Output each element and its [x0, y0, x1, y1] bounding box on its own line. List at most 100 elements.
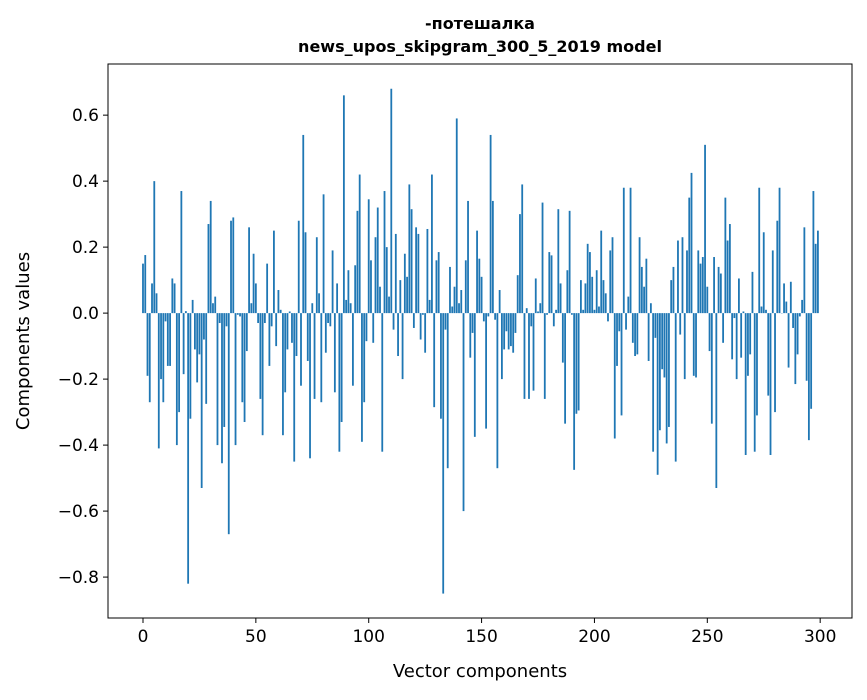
bar [564, 313, 566, 424]
bar [375, 237, 377, 313]
bar [596, 270, 598, 313]
bar [174, 283, 176, 313]
bar [282, 313, 284, 435]
bar [343, 95, 345, 313]
bar [752, 272, 754, 313]
bar [478, 259, 480, 313]
bar [589, 252, 591, 313]
y-tick-label: −0.4 [58, 436, 99, 456]
bar [542, 203, 544, 314]
bar [451, 307, 453, 314]
bar [763, 232, 765, 313]
bar [289, 311, 291, 313]
bar [618, 313, 620, 331]
bar [666, 313, 668, 443]
bar [327, 313, 329, 323]
bar [697, 250, 699, 313]
bar [427, 229, 429, 313]
bar [332, 250, 334, 313]
bar [379, 287, 381, 313]
bar [799, 313, 801, 316]
bar [571, 313, 573, 315]
bar [474, 313, 476, 437]
bar [609, 250, 611, 313]
y-tick-label: 0.2 [72, 238, 99, 258]
bar [526, 308, 528, 313]
bar [812, 191, 814, 313]
bar [429, 300, 431, 313]
bar [494, 313, 496, 320]
bar [449, 267, 451, 313]
bar [808, 313, 810, 440]
bar [298, 221, 300, 313]
bar [390, 89, 392, 313]
bar [456, 118, 458, 313]
bar [411, 209, 413, 313]
bar [788, 313, 790, 367]
bar [587, 244, 589, 313]
bar [695, 313, 697, 377]
bar [673, 267, 675, 313]
bar [537, 311, 539, 313]
bar [445, 313, 447, 329]
bar [657, 313, 659, 475]
bar [413, 313, 415, 328]
bar [774, 313, 776, 412]
bar [185, 311, 187, 313]
bar [794, 313, 796, 384]
bar [291, 313, 293, 343]
bar [208, 224, 210, 313]
bar [212, 303, 214, 313]
bar [214, 297, 216, 313]
bar [217, 313, 219, 445]
bar [718, 267, 720, 313]
bar [271, 313, 273, 326]
bar [765, 310, 767, 313]
bar [632, 313, 634, 343]
y-tick-label: 0.4 [72, 172, 99, 192]
bar [553, 313, 555, 326]
bar [779, 188, 781, 313]
bar [530, 313, 532, 326]
bar [334, 313, 336, 392]
bar [645, 259, 647, 313]
bar [785, 302, 787, 314]
bar [756, 313, 758, 415]
bar [476, 231, 478, 313]
bar [454, 287, 456, 313]
bar [706, 287, 708, 313]
bar [783, 283, 785, 313]
bar [384, 191, 386, 313]
bar [776, 221, 778, 313]
bar [528, 313, 530, 399]
bar [709, 313, 711, 351]
bar [350, 303, 352, 313]
bar [521, 184, 523, 313]
bar [612, 237, 614, 313]
bar [316, 237, 318, 313]
bar [772, 250, 774, 313]
bar [582, 310, 584, 313]
bar [352, 313, 354, 386]
bar [562, 313, 564, 362]
bar [314, 313, 316, 399]
bar [442, 313, 444, 593]
bar [607, 313, 609, 321]
bar [621, 313, 623, 415]
bar [463, 313, 465, 511]
bar [338, 313, 340, 452]
bar [747, 313, 749, 376]
bar [544, 313, 546, 399]
bar [627, 297, 629, 313]
bar [745, 313, 747, 455]
bar [264, 313, 266, 323]
bar [670, 280, 672, 313]
bar [311, 303, 313, 313]
bar [492, 201, 494, 313]
bar [273, 231, 275, 313]
bar [720, 274, 722, 314]
bar [546, 313, 548, 315]
bar [228, 313, 230, 534]
bar [223, 313, 225, 427]
